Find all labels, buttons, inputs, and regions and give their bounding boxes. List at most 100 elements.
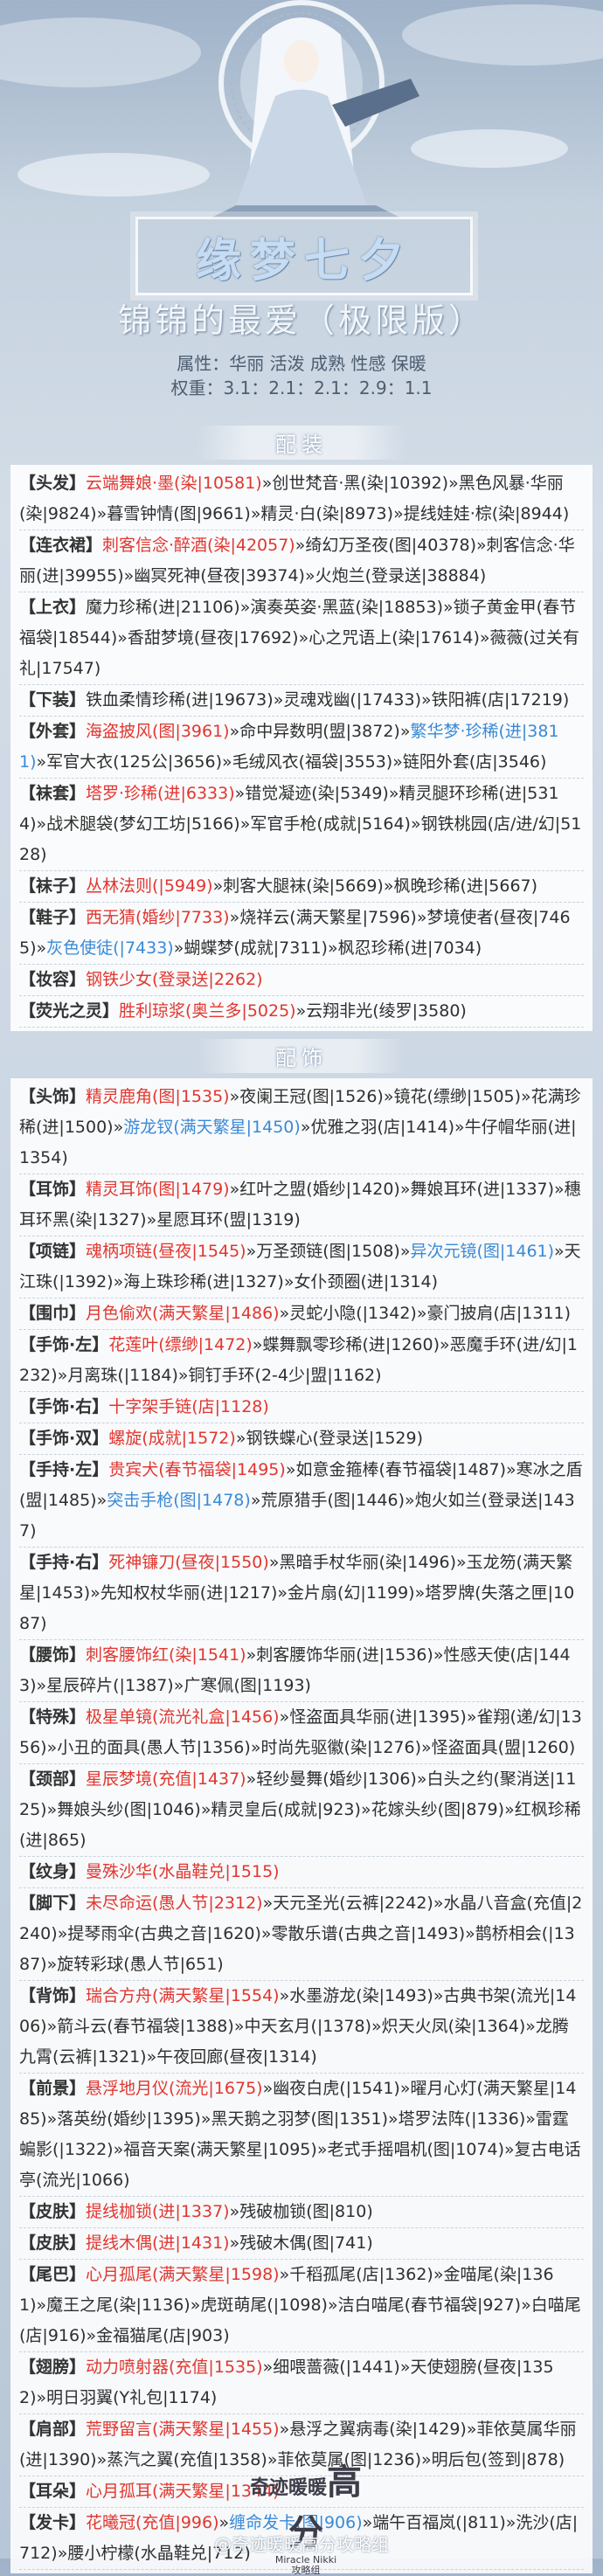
item: 悬浮地月仪(流光|1675) <box>86 2079 263 2098</box>
item: 刺客大腿袜(染|5669) <box>223 876 384 896</box>
item: 丛林法则(|5949) <box>86 876 213 896</box>
separator: » <box>466 1707 477 1727</box>
item: 蒸汽之翼(充值|1358) <box>107 2450 267 2469</box>
separator: » <box>525 2017 536 2036</box>
slot-tag: 【纹身】 <box>19 1862 87 1881</box>
separator: » <box>190 2296 201 2315</box>
separator: » <box>421 2450 432 2469</box>
item: 铁血柔情珍稀(进|19673) <box>86 690 274 710</box>
separator: » <box>229 722 240 741</box>
entry: 【耳饰】精灵耳饰(图|1479)»红叶之盟(婚纱|1420)»舞娘耳环(进|13… <box>19 1174 584 1236</box>
slot-tag: 【袜子】 <box>19 876 87 896</box>
item: 突击手枪(图|1478) <box>107 1491 251 1510</box>
item: 星愿耳环(盟|1319) <box>156 1210 301 1229</box>
entry: 【头饰】精灵鹿角(图|1535)»夜阑王冠(图|1526)»镜花(缥缈|1505… <box>19 1082 584 1174</box>
item: 刺客腰饰红(染|1541) <box>86 1645 246 1665</box>
separator: » <box>465 1924 475 1943</box>
item: 贵宾犬(春节福袋|1495) <box>108 1460 286 1479</box>
item: 星辰梦境(充值|1437) <box>86 1769 246 1789</box>
slot-tag: 【项链】 <box>19 1242 87 1261</box>
separator: » <box>327 2296 338 2315</box>
item: 心之咒语上(染|17614) <box>308 628 480 647</box>
slot-tag: 【手持·右】 <box>19 1553 109 1572</box>
item: 提线木偶(进|1431) <box>86 2233 230 2253</box>
item: 缠命发卡(图|906) <box>229 2513 363 2532</box>
entry: 【背饰】瑞合方舟(满天繁星|1554)»水墨游龙(染|1493)»古典书架(流光… <box>19 1981 584 2074</box>
entry: 【荧光之灵】胜利琼浆(奥兰多|5025)»云翔非光(绫罗|3580) <box>19 996 584 1028</box>
separator: » <box>218 2513 230 2532</box>
item: 天元圣光(云裤|2242) <box>273 1894 433 1913</box>
subtitle: 锦锦的最爱（极限版） <box>117 301 485 340</box>
item: 月色偷欢(满天繁星|1486) <box>86 1304 280 1323</box>
title-frame: 缘梦七夕 <box>135 217 473 295</box>
separator: » <box>454 1118 465 1137</box>
separator: » <box>268 1553 280 1572</box>
separator: » <box>36 1676 47 1695</box>
separator: » <box>360 1800 371 1819</box>
item: 小丑的面具(愚人节|1356) <box>57 1738 251 1757</box>
separator: » <box>246 1645 257 1665</box>
item: 旋转彩球(愚人节|651) <box>57 1955 224 1974</box>
separator: » <box>521 1087 531 1106</box>
separator: » <box>117 628 128 647</box>
item: 菲依莫属(图|1236) <box>277 2450 422 2469</box>
slot-tag: 【头饰】 <box>19 1087 87 1106</box>
slot-tag: 【手饰·双】 <box>19 1429 109 1448</box>
item: 幽冥死神(昼夜|39374) <box>134 566 305 585</box>
slot-tag: 【荧光之灵】 <box>19 1001 120 1021</box>
item: 红枫珍稀(进|865) <box>19 1800 581 1850</box>
separator: » <box>177 1366 189 1385</box>
item: 时尚先驱徽(染|1276) <box>260 1738 422 1757</box>
separator: » <box>316 2140 328 2159</box>
item: 雷霆蝙影(|1322) <box>19 2109 569 2159</box>
separator: » <box>262 1894 274 1913</box>
separator: » <box>260 1924 272 1943</box>
item: 水晶八音盒(充值|2240) <box>19 1894 583 1943</box>
item: 海上珠珍稀(进|1327) <box>123 1272 284 1291</box>
separator: » <box>300 1118 311 1137</box>
separator: » <box>327 938 338 958</box>
item: 军官大衣(125公|3656) <box>46 752 222 772</box>
item: 天江珠(|1392) <box>19 1242 581 1291</box>
item: 花曦冠(充值|996) <box>86 2513 219 2532</box>
separator: » <box>285 1460 296 1479</box>
entry: 【颈部】星辰梦境(充值|1437)»轻纱曼舞(婚纱|1306)»白头之约(聚消送… <box>19 1764 584 1857</box>
item: 未尽命运(愚人节|2312) <box>86 1894 263 1913</box>
separator: » <box>173 1676 184 1695</box>
separator: » <box>46 1800 58 1819</box>
separator: » <box>554 1242 565 1261</box>
item: 镜花(缥缈|1505) <box>393 1087 522 1106</box>
item: 黑暗手杖华丽(染|1496) <box>279 1553 457 1572</box>
item: 老式手摇唱机(图|1074) <box>327 2140 505 2159</box>
logo: 奇迹暖暖高分 Miracle Nikki 攻略组 <box>236 2454 376 2576</box>
separator: » <box>36 752 47 772</box>
item: 恶魔手环(进/幻|1232) <box>19 1335 578 1385</box>
item: 零散乐谱(古典之音|1493) <box>271 1924 466 1943</box>
item: 寒冰之盾(盟|1485) <box>19 1460 583 1510</box>
slot-tag: 【围巾】 <box>19 1304 87 1323</box>
parasol <box>332 79 419 127</box>
item: 先知权杖华丽(进|1217) <box>100 1583 278 1603</box>
separator: » <box>262 2079 274 2098</box>
separator: » <box>200 2109 211 2129</box>
separator: » <box>420 690 432 710</box>
item: 演奏英姿·黑蓝(染|18853) <box>250 598 444 617</box>
separator: » <box>433 2265 444 2284</box>
logo-sub: Miracle Nikki <box>274 2554 337 2566</box>
item: 曜月心灯(满天繁星|1485) <box>19 2079 577 2129</box>
separator: » <box>222 752 232 772</box>
item: 舞娘耳环(进|1337) <box>410 1180 555 1199</box>
moon-ring <box>231 12 372 154</box>
item: 灰色使徒(|7433) <box>46 938 174 958</box>
separator: » <box>392 752 403 772</box>
slot-tag: 【上衣】 <box>19 598 87 617</box>
item: 胜利琼浆(奥兰多|5025) <box>119 1001 296 1021</box>
separator: » <box>229 2202 240 2221</box>
item: 千稻孤尾(店|1362) <box>289 2265 433 2284</box>
item: 烧祥云(满天繁星|7596) <box>239 908 417 927</box>
separator: » <box>399 722 411 741</box>
entry: 【妆容】钢铁少女(登录送|2262) <box>19 965 584 996</box>
separator: » <box>212 876 224 896</box>
separator: » <box>57 1924 68 1943</box>
item: 魂柄项链(昼夜|1545) <box>86 1242 246 1261</box>
